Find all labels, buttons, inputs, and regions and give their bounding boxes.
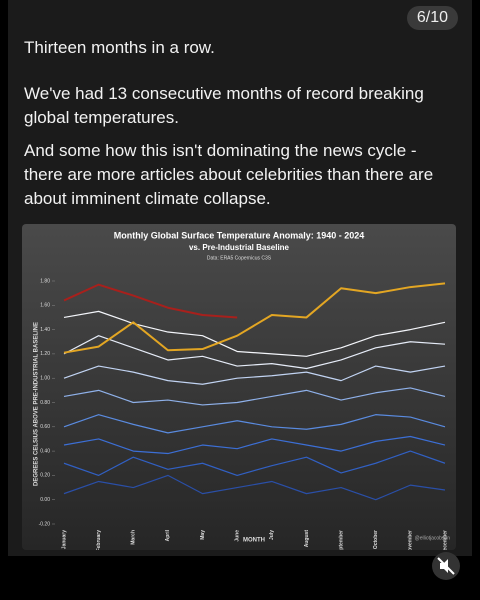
x-tick-label: October [373,530,379,549]
x-tick-label: July [269,530,275,540]
y-tick-label: 0.00 [40,497,50,503]
x-tick-label: March [131,530,137,545]
post-card: 6/10 Thirteen months in a row. We've had… [8,0,472,556]
chart-subtitle: vs. Pre-Industrial Baseline [189,243,290,252]
post-text: And some how this isn't dominating the n… [24,141,434,208]
x-tick-label: December [442,530,448,550]
mute-icon [437,557,455,575]
y-tick-label: 1.00 [40,376,50,382]
series-line [63,435,446,455]
x-tick-label: September [338,530,344,550]
chart: Monthly Global Surface Temperature Anoma… [22,224,456,550]
y-tick-label: 0.60 [40,424,50,430]
x-tick-label: August [304,530,310,548]
series-line [63,414,446,434]
y-tick-label: 0.20 [40,473,50,479]
series-line [63,387,446,406]
series-line [63,282,446,354]
x-tick-label: April [165,529,171,541]
x-tick-label: November [408,530,414,550]
y-tick-label: 1.40 [40,327,50,333]
x-axis-label: MONTH [243,538,265,544]
series-line [63,310,446,357]
y-tick-label: 1.20 [40,351,50,357]
series-line [63,365,446,385]
x-tick-label: June [235,530,241,542]
credit: @elliotjacobson [415,535,451,541]
y-tick-label: 0.80 [40,400,50,406]
chart-background [22,224,456,550]
x-tick-label: February [96,530,102,550]
post-text: We've had 13 consecutive months of recor… [24,84,424,127]
post-text: Thirteen months in a row. [24,38,215,57]
series-line [63,450,446,476]
y-tick-label: -0.20 [39,521,51,527]
x-tick-label: January [61,530,67,549]
y-tick-label: 1.80 [40,278,50,284]
series-line [63,283,238,319]
chart-title: Monthly Global Surface Temperature Anoma… [114,230,365,240]
chart-source: Data: ERA5 Copernicus C3S [207,255,272,261]
y-axis-label: DEGREES CELSIUS ABOVE PRE-INDUSTRIAL BAS… [34,322,40,486]
series-line [63,335,446,370]
x-tick-label: May [200,530,206,540]
mute-button[interactable] [432,552,460,580]
series-line [63,474,446,501]
slide-counter: 6/10 [406,6,458,30]
y-tick-label: 0.40 [40,448,50,454]
y-tick-label: 1.60 [40,303,50,309]
